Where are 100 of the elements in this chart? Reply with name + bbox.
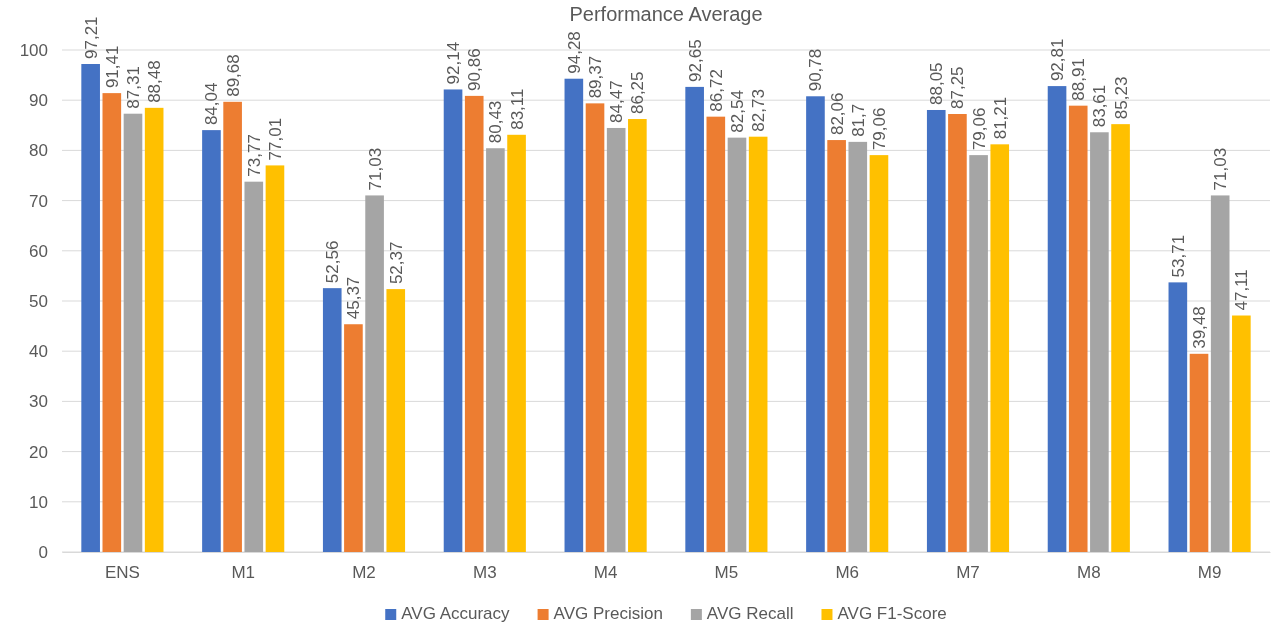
data-label: 52,56 xyxy=(323,240,343,284)
x-tick-label: M4 xyxy=(593,563,618,583)
data-label: 91,41 xyxy=(102,45,122,89)
bar xyxy=(202,130,221,552)
x-tick-label: M3 xyxy=(472,563,497,583)
y-tick-label: 70 xyxy=(29,191,48,211)
bar xyxy=(486,148,505,552)
data-label: 88,48 xyxy=(145,60,165,103)
legend-label: AVG F1-Score xyxy=(837,604,947,623)
bar xyxy=(265,165,285,552)
data-label: 89,68 xyxy=(223,54,243,97)
y-tick-label: 40 xyxy=(29,342,48,362)
data-label: 79,06 xyxy=(869,107,889,151)
bar xyxy=(806,96,825,552)
data-label: 80,43 xyxy=(486,100,506,144)
data-label: 71,03 xyxy=(1211,147,1231,191)
data-label: 86,25 xyxy=(628,71,648,115)
y-tick-label: 20 xyxy=(29,442,48,462)
data-label: 45,37 xyxy=(344,276,364,320)
y-tick-label: 10 xyxy=(29,492,48,512)
bar xyxy=(1111,124,1130,552)
chart-title: Performance Average xyxy=(569,3,763,25)
x-tick-label: ENS xyxy=(104,563,140,583)
bar xyxy=(102,93,122,552)
data-label: 71,03 xyxy=(365,147,385,191)
data-label: 87,25 xyxy=(948,66,968,109)
y-tick-label: 60 xyxy=(29,241,48,261)
bar xyxy=(344,324,363,552)
data-label: 90,78 xyxy=(806,48,826,92)
bar xyxy=(386,289,406,552)
y-tick-label: 0 xyxy=(38,542,48,562)
data-label: 88,91 xyxy=(1069,58,1089,101)
x-tick-label: M5 xyxy=(714,563,739,583)
x-tick-label: M6 xyxy=(835,563,860,583)
bar xyxy=(1068,105,1088,552)
bar xyxy=(443,89,463,552)
bar xyxy=(706,116,726,552)
bar xyxy=(848,141,868,552)
data-label: 83,11 xyxy=(507,88,527,130)
x-tick-label: M1 xyxy=(231,563,256,583)
bar xyxy=(685,86,704,552)
data-label: 83,61 xyxy=(1090,84,1110,128)
bar xyxy=(244,181,264,552)
data-label: 86,72 xyxy=(706,69,726,112)
data-label: 82,06 xyxy=(827,92,847,136)
x-tick-label: M7 xyxy=(956,563,980,583)
data-label: 52,37 xyxy=(386,241,406,285)
bar xyxy=(564,78,584,552)
bar xyxy=(869,155,889,552)
data-label: 79,06 xyxy=(969,107,989,151)
bar xyxy=(464,95,484,552)
legend-label: AVG Accuracy xyxy=(401,604,511,623)
bar xyxy=(827,140,846,552)
data-label: 87,31 xyxy=(123,66,143,109)
data-label: 90,86 xyxy=(465,48,485,91)
bar xyxy=(322,288,342,552)
legend-label: AVG Recall xyxy=(706,604,794,623)
data-label: 77,01 xyxy=(265,117,285,161)
bar xyxy=(507,134,526,552)
data-label: 94,28 xyxy=(564,31,584,74)
y-tick-label: 100 xyxy=(19,40,48,60)
data-label: 73,77 xyxy=(244,134,264,177)
bar xyxy=(969,155,988,552)
bar xyxy=(223,101,242,552)
data-label: 84,04 xyxy=(202,82,222,126)
bar xyxy=(990,144,1010,552)
x-tick-label: M9 xyxy=(1197,563,1222,583)
data-label: 53,71 xyxy=(1168,234,1188,278)
bar xyxy=(81,64,100,552)
bar xyxy=(606,127,626,552)
data-label: 82,73 xyxy=(749,89,769,132)
bar xyxy=(1210,195,1230,552)
x-tick-label: M8 xyxy=(1076,563,1101,583)
bar xyxy=(926,109,946,552)
data-label: 92,65 xyxy=(685,39,705,82)
bar xyxy=(748,136,768,552)
legend-label: AVG Precision xyxy=(553,604,663,623)
data-label: 82,54 xyxy=(727,90,747,133)
data-label: 81,7 xyxy=(848,103,868,137)
data-label: 85,23 xyxy=(1111,76,1131,120)
bar xyxy=(948,114,967,552)
bar xyxy=(727,137,747,552)
y-tick-label: 90 xyxy=(29,91,48,111)
bar xyxy=(365,195,384,552)
bar xyxy=(1090,132,1109,552)
y-tick-label: 80 xyxy=(29,141,48,161)
data-label: 92,14 xyxy=(444,41,464,85)
data-label: 89,37 xyxy=(586,55,606,99)
bar xyxy=(1168,282,1188,552)
bar xyxy=(585,103,605,552)
x-tick-label: M2 xyxy=(352,563,376,583)
bar xyxy=(123,113,143,552)
data-label: 39,48 xyxy=(1190,306,1210,349)
data-label: 92,81 xyxy=(1048,38,1068,82)
bar xyxy=(628,119,647,552)
bar xyxy=(1047,86,1067,552)
bar xyxy=(144,107,164,552)
data-label: 84,47 xyxy=(607,80,627,123)
bar xyxy=(1232,315,1251,552)
y-tick-label: 50 xyxy=(29,291,48,311)
